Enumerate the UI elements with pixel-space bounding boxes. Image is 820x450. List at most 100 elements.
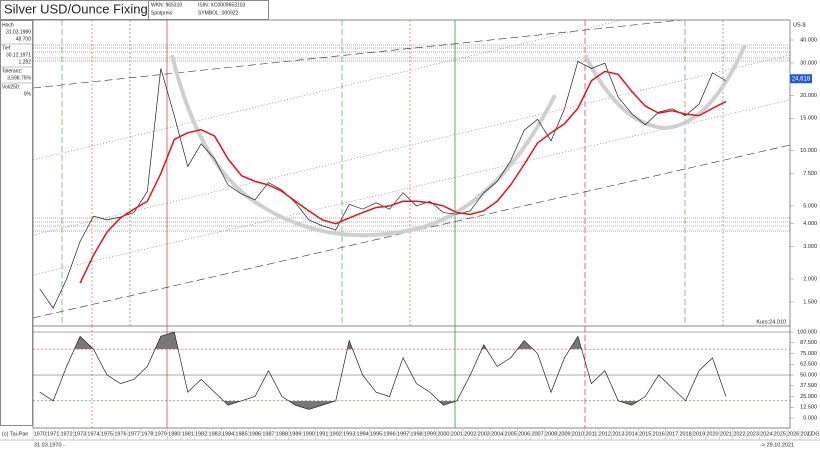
x-tick-label: 1986 xyxy=(249,431,261,437)
y-tick-label: 20.000 xyxy=(800,93,817,99)
plot-area xyxy=(33,331,790,410)
x-tick-label: 2018 xyxy=(679,431,691,437)
x-tick-label: 2011 xyxy=(585,431,597,437)
x-tick-label: 2024 xyxy=(760,431,772,437)
x-tick-label: 2023 xyxy=(747,431,759,437)
range-end: -> 29.10.2021 xyxy=(760,442,794,448)
x-tick-label: 2006 xyxy=(518,431,530,437)
y-tick-label: 75.000 xyxy=(800,351,817,357)
x-tick-label: 1992 xyxy=(330,431,342,437)
x-tick-label: 2007 xyxy=(531,431,543,437)
stats: Hoch 31.03.1980 48.700 Tief 30.12.1971 1… xyxy=(1,22,32,97)
x-tick-label: 1988 xyxy=(276,431,288,437)
x-tick-label: 2001 xyxy=(451,431,463,437)
high-date: 31.03.1980 xyxy=(6,29,31,35)
last-price-label: 24,618 xyxy=(792,76,811,82)
y-tick-label: 40.000 xyxy=(800,37,817,43)
x-tick-label: 1978 xyxy=(141,431,153,437)
x-tick-label: 2025 xyxy=(774,431,786,437)
x-tick-label: 2002 xyxy=(464,431,476,437)
y-tick-label: 25.000 xyxy=(800,394,817,400)
x-tick-label: 1980 xyxy=(168,431,180,437)
x-tick-label: 1996 xyxy=(383,431,395,437)
y-tick-label: 4.000 xyxy=(803,221,817,227)
y-tick-label: 30.000 xyxy=(800,60,817,66)
trend-channel xyxy=(33,99,790,276)
isin: ISIN: XC0009653103 xyxy=(198,2,245,8)
y-axis-label: US-$ xyxy=(793,22,806,28)
quote: Kurs:24.010 xyxy=(756,319,786,325)
x-tick-label: 1975 xyxy=(101,431,113,437)
y-tick-label: 0.000 xyxy=(803,415,817,421)
chart-title: Silver USD/Ounce Fixing xyxy=(4,1,148,16)
y-tick-label: 2.000 xyxy=(803,276,817,282)
x-tick-label: 1971 xyxy=(47,431,59,437)
trend-channel xyxy=(33,20,684,89)
osc-panel xyxy=(32,325,791,429)
x-tick-label: 2003 xyxy=(478,431,490,437)
low-value: 1.282 xyxy=(18,59,31,65)
y-tick-label: 15.000 xyxy=(800,116,817,122)
y-tick-label: 7.500 xyxy=(803,171,817,177)
range-start: 31.03.1970 - xyxy=(34,442,65,448)
x-tick-label: 2022 xyxy=(733,431,745,437)
x-tick-label: 1999 xyxy=(424,431,436,437)
x-tick-label: 2000 xyxy=(437,431,449,437)
x-tick-label: 2005 xyxy=(505,431,517,437)
y-tick-label: 87.500 xyxy=(800,340,817,346)
x-tick-label: 1994 xyxy=(357,431,369,437)
x-tick-label: 2010 xyxy=(572,431,584,437)
x-tick-label: 1997 xyxy=(397,431,409,437)
high-value: 48.700 xyxy=(16,36,32,42)
analysis-lines xyxy=(33,20,790,326)
x-tick-label: 1998 xyxy=(410,431,422,437)
x-tick-label: 1970 xyxy=(34,431,46,437)
x-tick-label: 1974 xyxy=(87,431,99,437)
x-tick-label: 1990 xyxy=(303,431,315,437)
x-tick-label: 2014 xyxy=(626,431,638,437)
tolerance-value: 3,598.75% xyxy=(7,75,31,81)
y-tick-label: 12.500 xyxy=(800,405,817,411)
y-tick-label: 5.000 xyxy=(803,203,817,209)
arc xyxy=(583,44,747,131)
tolerance-label: Toleranz: xyxy=(2,68,22,74)
series-line xyxy=(79,70,727,284)
y-tick-label: 62.500 xyxy=(800,362,817,368)
x-tick-label: 1989 xyxy=(289,431,301,437)
x-tick-label: 1973 xyxy=(74,431,86,437)
x-tick-label: 2013 xyxy=(612,431,624,437)
last-price-box xyxy=(790,74,812,84)
x-tick-label: 1987 xyxy=(262,431,274,437)
x-tick-label: 2008 xyxy=(545,431,557,437)
y-tick-label: 50.000 xyxy=(800,372,817,378)
y-tick-label: 100.000 xyxy=(797,329,817,335)
y-tick-label: 37.500 xyxy=(800,383,817,389)
x-tick-label: 1993 xyxy=(343,431,355,437)
x-tick-label: 2012 xyxy=(599,431,611,437)
y-tick-label: 1.500 xyxy=(803,299,817,305)
y-tick-label: 3.000 xyxy=(803,244,817,250)
vol-value: 0% xyxy=(24,91,32,97)
symbol: SYMBOL: 000922 xyxy=(198,10,239,16)
trend-channel xyxy=(33,54,790,236)
x-tick-label: 2026 xyxy=(787,431,799,437)
x-tick-label: 2020 xyxy=(706,431,718,437)
high-label: Hoch xyxy=(2,22,14,28)
arc xyxy=(170,54,557,238)
low-date: 30.12.1971 xyxy=(6,52,31,58)
x-tick-label: 1977 xyxy=(128,431,140,437)
level-lines xyxy=(33,44,790,232)
x-tick-label: 2021 xyxy=(720,431,732,437)
x-tick-label: 1972 xyxy=(61,431,73,437)
x-tick-label: 2017 xyxy=(666,431,678,437)
kind: Spotpreis xyxy=(151,10,173,16)
x-tick-label: 2009 xyxy=(558,431,570,437)
x-tick-label: 1984 xyxy=(222,431,234,437)
copyright: (c) Tai-Pan xyxy=(2,431,29,437)
x-tick-label: 1976 xyxy=(114,431,126,437)
x-tick-label: 2016 xyxy=(653,431,665,437)
trend-channel xyxy=(33,20,623,161)
low-label: Tief xyxy=(2,45,11,51)
x-tick-label: 2004 xyxy=(491,431,503,437)
